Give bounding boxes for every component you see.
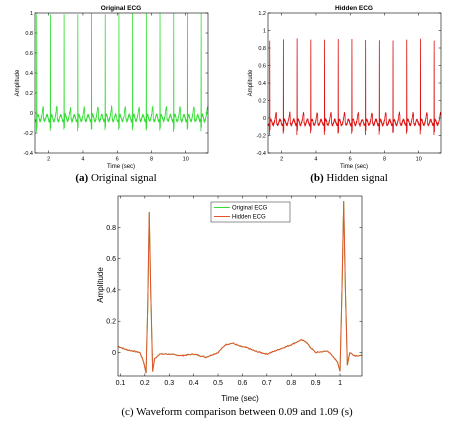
chart-c-series-original-ecg <box>117 200 363 374</box>
chart-c-xtick-label: 0.8 <box>286 380 296 387</box>
chart-c-xtick-label: 0.6 <box>238 380 248 387</box>
chart-a-xtick-label: 4 <box>81 157 84 163</box>
chart-c-ylabel: Amplitude <box>96 267 105 303</box>
chart-a-xlabel: Time (sec) <box>107 164 135 170</box>
chart-c-ytick-label: 0.8 <box>106 225 116 232</box>
chart-c-ytick-label: 0.2 <box>106 319 116 326</box>
chart-c-xtick-label: 0.7 <box>262 380 272 387</box>
legend-label-hidden-ecg: Hidden ECG <box>232 215 266 221</box>
chart-a-ylabel: Amplitude <box>15 69 21 96</box>
chart-c-series-hidden-ecg <box>117 201 363 374</box>
chart-b-ytick-label: -0.4 <box>257 151 266 157</box>
chart-b-ytick-label: 0.8 <box>258 46 266 52</box>
chart-b-xtick-label: 8 <box>383 157 386 163</box>
chart-a-ytick-label: -0.4 <box>24 151 33 157</box>
caption-a-label: (a) <box>75 172 88 184</box>
chart-c-ytick-label: 0.4 <box>106 287 116 294</box>
caption-a: (a) Original signal <box>75 172 156 184</box>
chart-b-ytick-label: -0.2 <box>257 133 266 139</box>
chart-a-ytick-label: 0.8 <box>25 31 33 37</box>
chart-c-axes-frame <box>117 195 363 377</box>
chart-c-legend: Original ECG Hidden ECG <box>210 201 291 223</box>
chart-c-xtick-label: 0.3 <box>164 380 174 387</box>
chart-a-ytick-label: 0 <box>30 111 33 117</box>
chart-a-xtick-label: 6 <box>116 157 119 163</box>
chart-b-series-line <box>267 38 442 136</box>
chart-c: 0.1 0.2 0.3 0.4 0.5 0.6 0.7 0.8 0.9 1 0 0.2 0.4 0.6 0.… <box>96 195 363 403</box>
chart-b-ytick-label: 1 <box>263 28 266 34</box>
chart-b-xtick-label: 2 <box>280 157 283 163</box>
chart-a-ytick-label: -0.2 <box>24 131 33 137</box>
chart-b-ytick-label: 0.2 <box>258 98 266 104</box>
chart-a-title: Original ECG <box>101 5 141 12</box>
chart-a-xtick-label: 10 <box>183 157 189 163</box>
chart-c-xtick-label: 1 <box>338 380 342 387</box>
caption-b-label: (b) <box>310 172 324 184</box>
chart-b-title: Hidden ECG <box>335 5 373 12</box>
chart-a: Original ECG 2 4 6 8 10 -0.4 -0.2 0 0.2 0.4 0.6 0.8… <box>15 5 209 170</box>
chart-a-xtick-label: 8 <box>150 157 153 163</box>
chart-b-xlabel: Time (sec) <box>340 164 368 170</box>
chart-c-xlabel: Time (sec) <box>221 394 259 403</box>
chart-b-xtick-label: 6 <box>349 157 352 163</box>
chart-c-xtick-label: 0.2 <box>140 380 150 387</box>
chart-b-ytick-label: 0.4 <box>258 81 266 87</box>
chart-c-xtick-label: 0.1 <box>116 380 126 387</box>
chart-c-xtick-label: 0.9 <box>311 380 321 387</box>
chart-b-ytick-label: 0.6 <box>258 63 266 69</box>
chart-b-xtick-label: 10 <box>416 157 422 163</box>
chart-a-ytick-label: 0.6 <box>25 51 33 57</box>
chart-a-xtick-label: 2 <box>47 157 50 163</box>
caption-a-text: Original signal <box>88 172 156 184</box>
chart-a-series-line <box>34 12 209 133</box>
legend-label-original-ecg: Original ECG <box>232 206 268 212</box>
chart-b: Hidden ECG 2 4 6 8 10 -0.4 -0.2 0 0.2 0.4 0.6 0.8 1 1… <box>248 5 442 170</box>
chart-c-ytick-label: 0 <box>112 350 116 357</box>
chart-b-ytick-label: 0 <box>263 116 266 122</box>
chart-c-ytick-label: 0.6 <box>106 256 116 263</box>
chart-c-xtick-label: 0.4 <box>189 380 199 387</box>
chart-b-xtick-label: 4 <box>314 157 317 163</box>
chart-a-ytick-label: 0.4 <box>25 71 33 77</box>
caption-b: (b) Hidden signal <box>310 172 388 184</box>
chart-b-axes-frame <box>267 12 442 154</box>
chart-b-ytick-label: 1.2 <box>258 11 266 17</box>
chart-a-ytick-label: 0.2 <box>25 91 33 97</box>
chart-a-axes-frame <box>34 12 209 154</box>
legend-box <box>210 201 291 223</box>
caption-b-text: Hidden signal <box>324 172 388 184</box>
chart-b-ylabel: Amplitude <box>248 69 254 96</box>
chart-a-ytick-label: 1 <box>30 11 33 17</box>
caption-c: (c) Waveform comparison between 0.09 and… <box>121 406 353 418</box>
chart-c-xtick-label: 0.5 <box>213 380 223 387</box>
